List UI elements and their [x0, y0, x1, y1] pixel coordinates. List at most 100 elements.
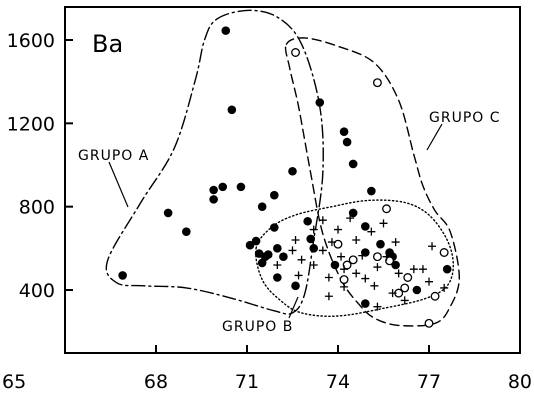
plus-point [337, 252, 346, 261]
plus-point [391, 238, 400, 247]
filled-circle-point [263, 250, 273, 259]
open-circle-point [372, 78, 382, 88]
filled-circle-point [348, 159, 358, 169]
chart-title: Ba [92, 30, 123, 58]
filled-circle-point [270, 223, 279, 232]
plus-point [425, 277, 433, 286]
plus-point [297, 255, 306, 264]
y-tick-label: 1600 [7, 30, 55, 52]
group-labels: GRUPO A GRUPO B GRUPO C [78, 110, 501, 335]
open-circle-point [372, 252, 382, 262]
open-circle-point [339, 275, 349, 285]
x-tick-label: 68 [144, 371, 168, 393]
plus-point [309, 261, 318, 269]
data-markers [118, 26, 452, 328]
filled-circle-point [288, 166, 297, 176]
open-circle-point [403, 273, 413, 282]
plus-point [318, 216, 327, 225]
filled-circle-point [270, 190, 279, 200]
filled-circle-point [339, 127, 349, 136]
group-b-leader [288, 296, 299, 319]
plus-point [291, 236, 300, 244]
filled-circle-point [330, 260, 340, 270]
filled-circle-point [442, 264, 452, 274]
filled-circle-point [315, 98, 325, 107]
plus-point [358, 251, 367, 260]
y-tick-label: 400 [19, 280, 55, 302]
x-tick-label: 77 [417, 371, 441, 393]
plus-point [288, 246, 297, 255]
open-circle-point [439, 248, 449, 257]
filled-circle-point [163, 208, 173, 218]
group-envelopes [105, 9, 461, 327]
plus-point [334, 225, 342, 234]
plus-point [294, 271, 303, 280]
filled-circle-point [361, 299, 370, 308]
filled-circle-point [182, 227, 191, 236]
plus-point [340, 265, 349, 274]
filled-circle-point [367, 186, 376, 196]
open-circle-point [430, 291, 440, 301]
filled-circle-point [245, 240, 255, 250]
group-a-envelope [105, 9, 324, 315]
plus-point [318, 246, 327, 255]
plus-point [346, 214, 355, 223]
plus-point [373, 302, 382, 311]
filled-circle-point [118, 271, 127, 280]
y-tick-label: 800 [19, 197, 55, 219]
filled-circle-point [376, 239, 385, 249]
group-c-envelope [284, 37, 461, 327]
group-c-leader [426, 123, 443, 151]
open-circle-point [424, 318, 434, 328]
filled-circle-point [303, 216, 312, 226]
open-circle-point [348, 255, 358, 265]
filled-circle-point [257, 202, 267, 211]
filled-circle-point [227, 105, 237, 115]
filled-circle-point [306, 234, 316, 244]
plus-point [352, 236, 361, 244]
filled-circle-point [221, 26, 231, 35]
plus-point [388, 289, 397, 298]
group-a-leader [108, 161, 129, 208]
filled-circle-point [251, 236, 261, 246]
plus-point [394, 269, 403, 278]
y-tick-label: 1200 [7, 113, 55, 135]
plus-point [273, 261, 282, 269]
plus-point [409, 265, 418, 274]
group-c-label: GRUPO C [429, 110, 501, 126]
open-circle-point [291, 48, 300, 57]
plus-point [370, 281, 379, 290]
plus-point [440, 283, 449, 292]
plot-frame [64, 6, 521, 354]
filled-circle-point [279, 252, 288, 261]
x-tick-label: 71 [235, 371, 259, 393]
axis-ticks: 65 68 71 74 77 80 400 800 1200 1600 [2, 30, 532, 393]
group-b-envelope [255, 199, 455, 317]
plus-point [382, 252, 391, 261]
filled-circle-point [361, 248, 370, 257]
x-tick-label: 80 [508, 371, 532, 393]
plus-point [340, 282, 349, 291]
open-circle-point [400, 283, 410, 293]
filled-circle-point [291, 281, 300, 291]
filled-circle-point [236, 182, 246, 192]
filled-circle-point [412, 285, 422, 295]
x-tick-label: 65 [2, 371, 26, 393]
filled-circle-point [348, 208, 358, 218]
open-circle-point [333, 239, 343, 249]
group-a-label: GRUPO A [78, 148, 149, 164]
filled-circle-point [273, 244, 282, 253]
plus-point [327, 238, 336, 247]
filled-circle-point [273, 273, 282, 282]
plus-point [324, 292, 333, 301]
filled-circle-point [209, 185, 218, 195]
filled-circle-point [361, 222, 370, 231]
filled-circle-point [309, 244, 319, 253]
plus-point [373, 263, 382, 272]
plus-point [309, 225, 318, 234]
plus-point [367, 227, 376, 236]
plus-point [352, 269, 361, 278]
filled-circle-point [218, 182, 228, 192]
plus-point [418, 265, 427, 274]
